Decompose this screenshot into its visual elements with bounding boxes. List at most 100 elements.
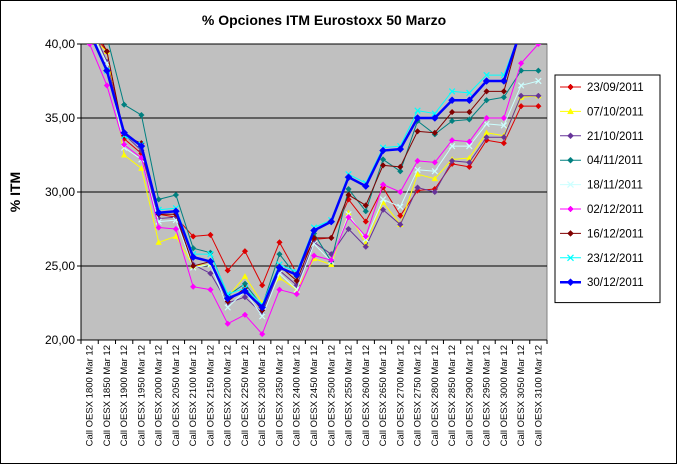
plot-area: 20,00 25,00 30,00 35,00 40,00 Call OESX 1800 … <box>45 16 548 446</box>
legend-label: 23/09/2011 <box>587 82 644 94</box>
x-tick-label: Call OESX 2950 Mar 12 <box>482 345 493 446</box>
data-point <box>103 48 111 55</box>
data-point <box>500 140 508 147</box>
legend-item: 23/12/2011 <box>560 253 644 265</box>
legend-label: 07/10/2011 <box>587 106 644 118</box>
data-point <box>310 252 318 259</box>
data-point <box>155 196 162 203</box>
data-point <box>224 304 231 311</box>
data-point <box>206 257 215 266</box>
data-point <box>241 248 249 255</box>
legend-marker <box>567 230 574 237</box>
data-point <box>345 225 352 233</box>
data-point <box>431 175 439 182</box>
data-point <box>224 320 231 327</box>
data-point <box>172 207 180 216</box>
data-point <box>327 217 336 226</box>
data-point <box>362 233 369 240</box>
legend-item: 07/10/2011 <box>560 106 644 118</box>
data-point <box>344 173 353 182</box>
y-tick-label: 25,00 <box>45 259 75 273</box>
data-point <box>500 122 508 129</box>
data-point <box>431 188 438 196</box>
data-point <box>379 146 387 155</box>
data-point <box>87 16 93 22</box>
data-point <box>172 191 180 199</box>
series-16/12/2011 <box>87 16 518 314</box>
legend-item: 23/09/2011 <box>560 82 644 94</box>
data-point <box>448 96 456 105</box>
data-point <box>536 26 542 32</box>
x-tick-label: Call OESX 2150 Mar 12 <box>205 345 216 446</box>
data-point <box>328 234 335 242</box>
data-point <box>293 290 300 298</box>
legend-item: 21/10/2011 <box>560 131 644 143</box>
x-tick-label: Call OESX 2850 Mar 12 <box>447 345 458 446</box>
y-tick-label: 20,00 <box>45 333 75 347</box>
data-point <box>104 34 110 40</box>
data-point <box>379 162 387 169</box>
data-point <box>310 226 318 235</box>
data-point <box>120 101 128 108</box>
data-point <box>414 107 421 114</box>
data-point <box>241 273 249 279</box>
data-point <box>345 214 352 221</box>
data-point <box>466 142 473 150</box>
x-tick-label: Call OESX 2750 Mar 12 <box>413 345 424 446</box>
data-point <box>500 114 508 122</box>
data-point <box>258 313 266 320</box>
data-point <box>276 286 283 293</box>
data-point <box>103 82 111 89</box>
data-point <box>207 250 214 258</box>
data-point <box>448 117 456 125</box>
data-point <box>172 225 180 233</box>
legend-item: 30/12/2011 <box>560 277 644 289</box>
legend-item: 18/11/2011 <box>560 180 643 192</box>
data-point <box>535 92 542 99</box>
data-point <box>397 221 404 228</box>
data-point <box>517 60 525 67</box>
data-point <box>190 262 197 270</box>
data-point <box>292 271 301 279</box>
x-tick-label: Call OESX 2550 Mar 12 <box>344 345 355 446</box>
data-point <box>241 293 249 301</box>
data-point <box>397 203 404 211</box>
data-point <box>379 196 387 203</box>
data-point <box>189 253 198 261</box>
data-point <box>448 88 456 95</box>
data-point <box>397 168 404 175</box>
x-tick-label: Call OESX 3000 Mar 12 <box>499 345 510 446</box>
legend-label: 16/12/2011 <box>587 228 644 240</box>
data-point <box>465 96 474 105</box>
legend-marker <box>566 278 575 287</box>
data-point <box>207 286 214 293</box>
data-point <box>414 128 421 135</box>
legend-label: 02/12/2011 <box>587 204 644 216</box>
x-tick-label: Call OESX 3100 Mar 12 <box>533 345 544 446</box>
data-point <box>259 282 266 289</box>
data-point <box>137 142 146 150</box>
data-point <box>535 67 542 74</box>
data-point <box>431 159 438 166</box>
data-point <box>138 165 145 171</box>
legend-item: 04/11/2011 <box>560 155 643 167</box>
data-point <box>448 137 456 144</box>
data-point <box>87 19 93 25</box>
y-tick-label: 30,00 <box>45 185 75 199</box>
data-point <box>483 120 490 128</box>
x-tick-label: Call OESX 2650 Mar 12 <box>378 345 389 446</box>
x-tick-label: Call OESX 2100 Mar 12 <box>188 345 199 446</box>
data-point <box>87 34 93 39</box>
data-point <box>448 142 456 150</box>
data-point <box>379 181 387 188</box>
data-point <box>397 188 404 196</box>
data-point <box>154 208 163 217</box>
data-point <box>397 212 404 219</box>
data-point <box>535 77 542 85</box>
data-point <box>87 26 93 32</box>
series-02/12/2011 <box>86 44 542 338</box>
x-tick-label: Call OESX 1850 Mar 12 <box>102 345 113 446</box>
data-point <box>500 94 508 101</box>
data-point <box>86 44 93 48</box>
legend-marker <box>567 83 574 91</box>
